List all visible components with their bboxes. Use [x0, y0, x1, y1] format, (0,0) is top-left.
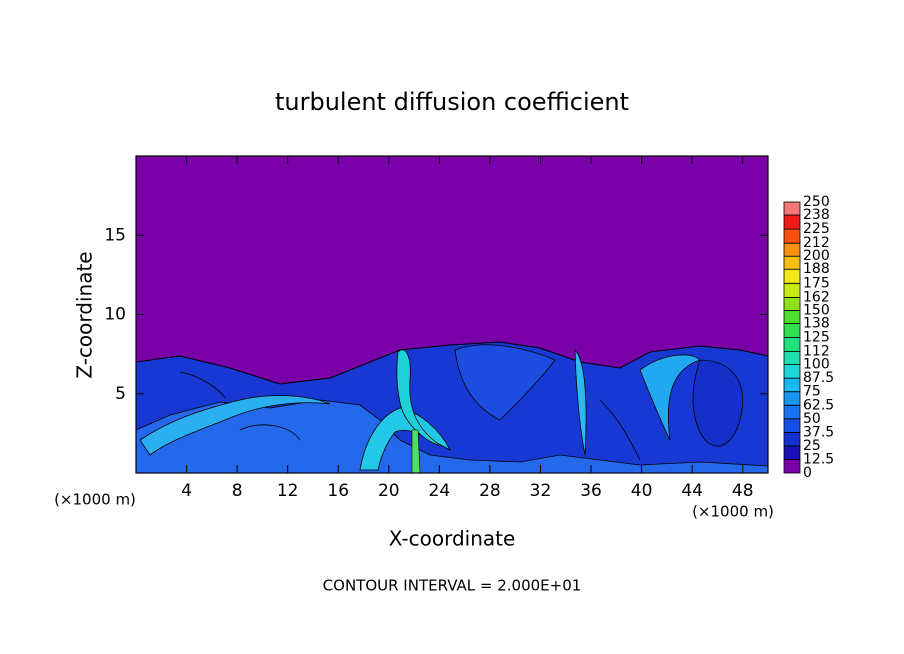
colorbar-box — [783, 418, 801, 433]
colorbar-box — [783, 337, 801, 352]
x-tick-label: 40 — [631, 481, 653, 501]
footnote: CONTOUR INTERVAL = 2.000E+01 — [323, 577, 582, 595]
colorbar-label: 12.5 — [803, 451, 834, 467]
colorbar-box — [783, 364, 801, 379]
colorbar-label: 112 — [803, 344, 830, 360]
colorbar-label: 162 — [803, 289, 830, 305]
y-tick-label: 5 — [115, 384, 126, 404]
colorbar-label: 212 — [803, 235, 830, 251]
colorbar-label: 0 — [803, 465, 812, 481]
chart-title: turbulent diffusion coefficient — [275, 88, 629, 116]
x-tick-label: 44 — [681, 481, 703, 501]
colorbar-label: 225 — [803, 221, 830, 237]
colorbar-box — [783, 445, 801, 460]
colorbar-label: 125 — [803, 330, 830, 346]
colorbar-box — [783, 201, 801, 216]
colorbar-box — [783, 351, 801, 366]
x-unit-label: (×1000 m) — [54, 491, 136, 509]
colorbar-label: 100 — [803, 357, 830, 373]
colorbar-label: 25 — [803, 438, 821, 454]
colorbar-box — [783, 391, 801, 406]
x-tick-label: 16 — [327, 481, 349, 501]
colorbar-label: 188 — [803, 261, 830, 277]
colorbar-label: 62.5 — [803, 397, 834, 413]
colorbar-box — [783, 377, 801, 393]
field — [135, 156, 769, 474]
colorbar-label: 238 — [803, 207, 830, 223]
colorbar-label: 175 — [803, 275, 830, 291]
colorbar-box — [783, 214, 801, 230]
x-tick-label: 4 — [181, 481, 192, 501]
x-unit-label: (×1000 m) — [692, 503, 774, 521]
x-tick-label: 48 — [732, 481, 754, 501]
colorbar-label: 87.5 — [803, 370, 834, 386]
x-tick-label: 36 — [580, 481, 602, 501]
colorbar-label: 75 — [803, 384, 821, 400]
colorbar-box — [783, 323, 801, 338]
x-tick-label: 12 — [277, 481, 299, 501]
x-axis-label: X-coordinate — [389, 527, 516, 551]
colorbar-label: 200 — [803, 248, 830, 264]
colorbar-label: 138 — [803, 315, 830, 331]
colorbar-box — [783, 459, 801, 474]
colorbar-box — [783, 431, 801, 447]
y-axis-label: Z-coordinate — [73, 251, 97, 378]
y-tick-label: 15 — [104, 225, 126, 245]
x-tick-label: 20 — [378, 481, 400, 501]
colorbar-label: 37.5 — [803, 424, 834, 440]
colorbar-label: 250 — [803, 194, 830, 210]
x-tick-label: 24 — [429, 481, 451, 501]
colorbar-box — [783, 242, 801, 257]
colorbar-box — [783, 309, 801, 324]
colorbar-box — [783, 268, 801, 284]
colorbar-box — [783, 282, 801, 298]
colorbar-box — [783, 255, 801, 270]
x-tick-label: 28 — [479, 481, 501, 501]
colorbar-label: 150 — [803, 302, 830, 318]
colorbar-label: 50 — [803, 411, 821, 427]
y-tick-label: 10 — [104, 305, 126, 325]
x-tick-label: 8 — [232, 481, 243, 501]
x-tick-label: 32 — [530, 481, 552, 501]
colorbar-box — [783, 228, 801, 244]
colorbar-box — [783, 296, 801, 311]
colorbar-box — [783, 404, 801, 420]
